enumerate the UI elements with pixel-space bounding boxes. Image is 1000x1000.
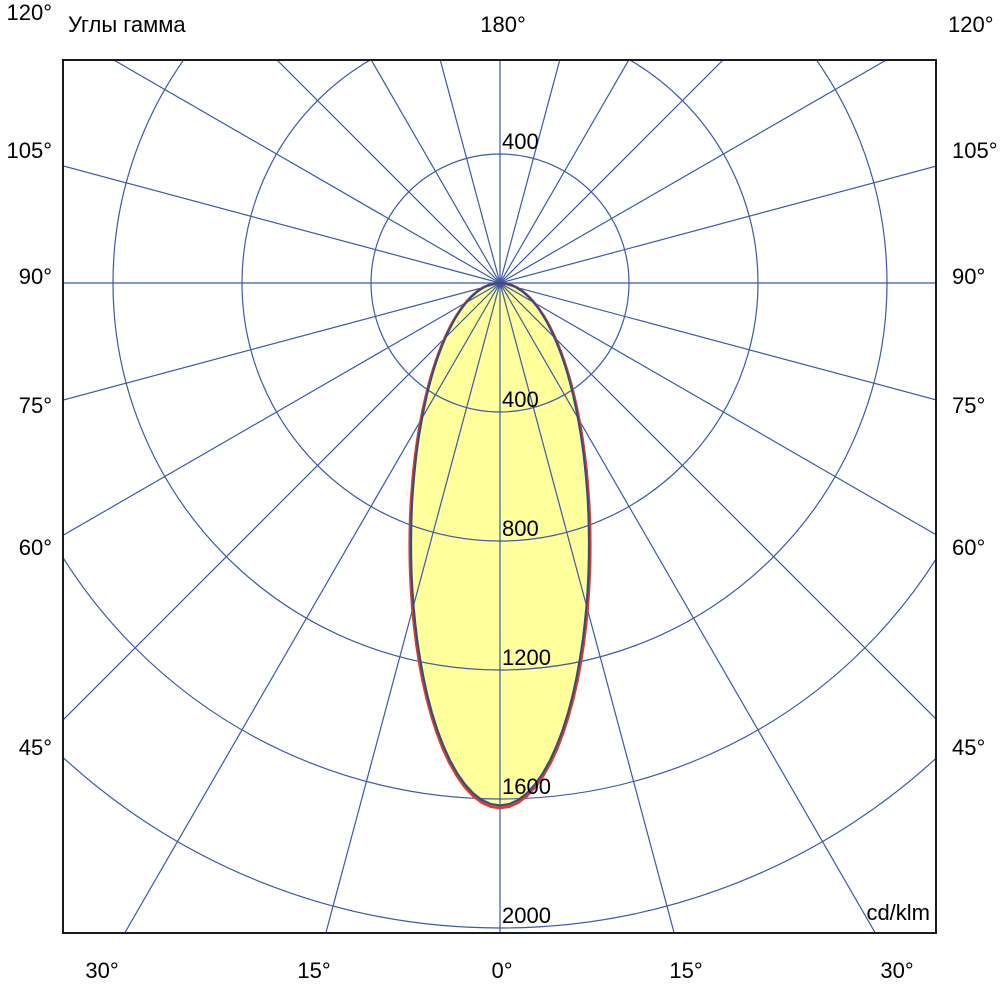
gamma-angle-label-bottom: 0° (491, 958, 513, 983)
intensity-curve-blue (409, 281, 591, 807)
gamma-grid-ray (499, 165, 936, 284)
gamma-angle-label-bottom: 15° (669, 958, 703, 983)
gamma-grid-ray (499, 282, 876, 933)
gamma-grid-ray (325, 282, 501, 933)
gamma-angle-label-left: 90° (18, 264, 52, 289)
gamma-angle-label-bottom: 30° (85, 958, 119, 983)
radial-tick-label: 2000 (502, 903, 551, 928)
plot-border (62, 59, 937, 934)
gamma-grid-ray (499, 60, 724, 284)
radial-tick-label: 1600 (502, 774, 551, 799)
gamma-angle-label-left: 60° (18, 535, 52, 560)
gamma-grid-ray (63, 165, 501, 284)
unit-label: cd/klm (866, 900, 930, 925)
radial-tick-label: 1200 (502, 645, 551, 670)
gamma-grid-ray (276, 60, 501, 284)
gamma-angle-label-right: 105° (952, 138, 998, 163)
gamma-angle-label-right: 75° (952, 393, 986, 418)
gamma-angle-label-left: 75° (18, 393, 52, 418)
gamma-grid-ray (63, 282, 501, 536)
gamma-grid-ray (499, 282, 936, 401)
gamma-angle-label-top-right: 120° (948, 12, 994, 37)
gamma-grid-ray (370, 60, 501, 284)
gamma-angle-label-top-left: 120° (6, 0, 52, 25)
gamma-grid-ray (63, 282, 501, 401)
gamma-angle-label-right: 90° (952, 264, 986, 289)
radial-tick-label: 400 (502, 387, 539, 412)
gamma-grid-ray (499, 282, 936, 536)
gamma-angle-label-bottom: 30° (880, 958, 914, 983)
gamma-grid-ray (112, 60, 501, 284)
gamma-angle-label-left: 45° (18, 735, 52, 760)
gamma-angle-label-bottom: 15° (297, 958, 331, 983)
gamma-grid-ray (499, 282, 675, 933)
radial-tick-label: 800 (502, 516, 539, 541)
gamma-grid-ray (124, 282, 501, 933)
gamma-grid-ray (499, 60, 888, 284)
gamma-grid-ray (499, 60, 561, 284)
gamma-angle-label-left: 105° (6, 138, 52, 163)
gamma-grid-ray (499, 60, 630, 284)
gamma-grid-ray (439, 60, 501, 284)
gamma-grid-ray (499, 282, 936, 720)
chart-title: Углы гамма (68, 12, 186, 37)
gamma-angle-label-top-center: 180° (480, 12, 526, 37)
gamma-angle-label-right: 45° (952, 735, 986, 760)
gamma-angle-label-right: 60° (952, 535, 986, 560)
radial-tick-label: 400 (502, 129, 539, 154)
gamma-grid-ray (63, 282, 501, 721)
